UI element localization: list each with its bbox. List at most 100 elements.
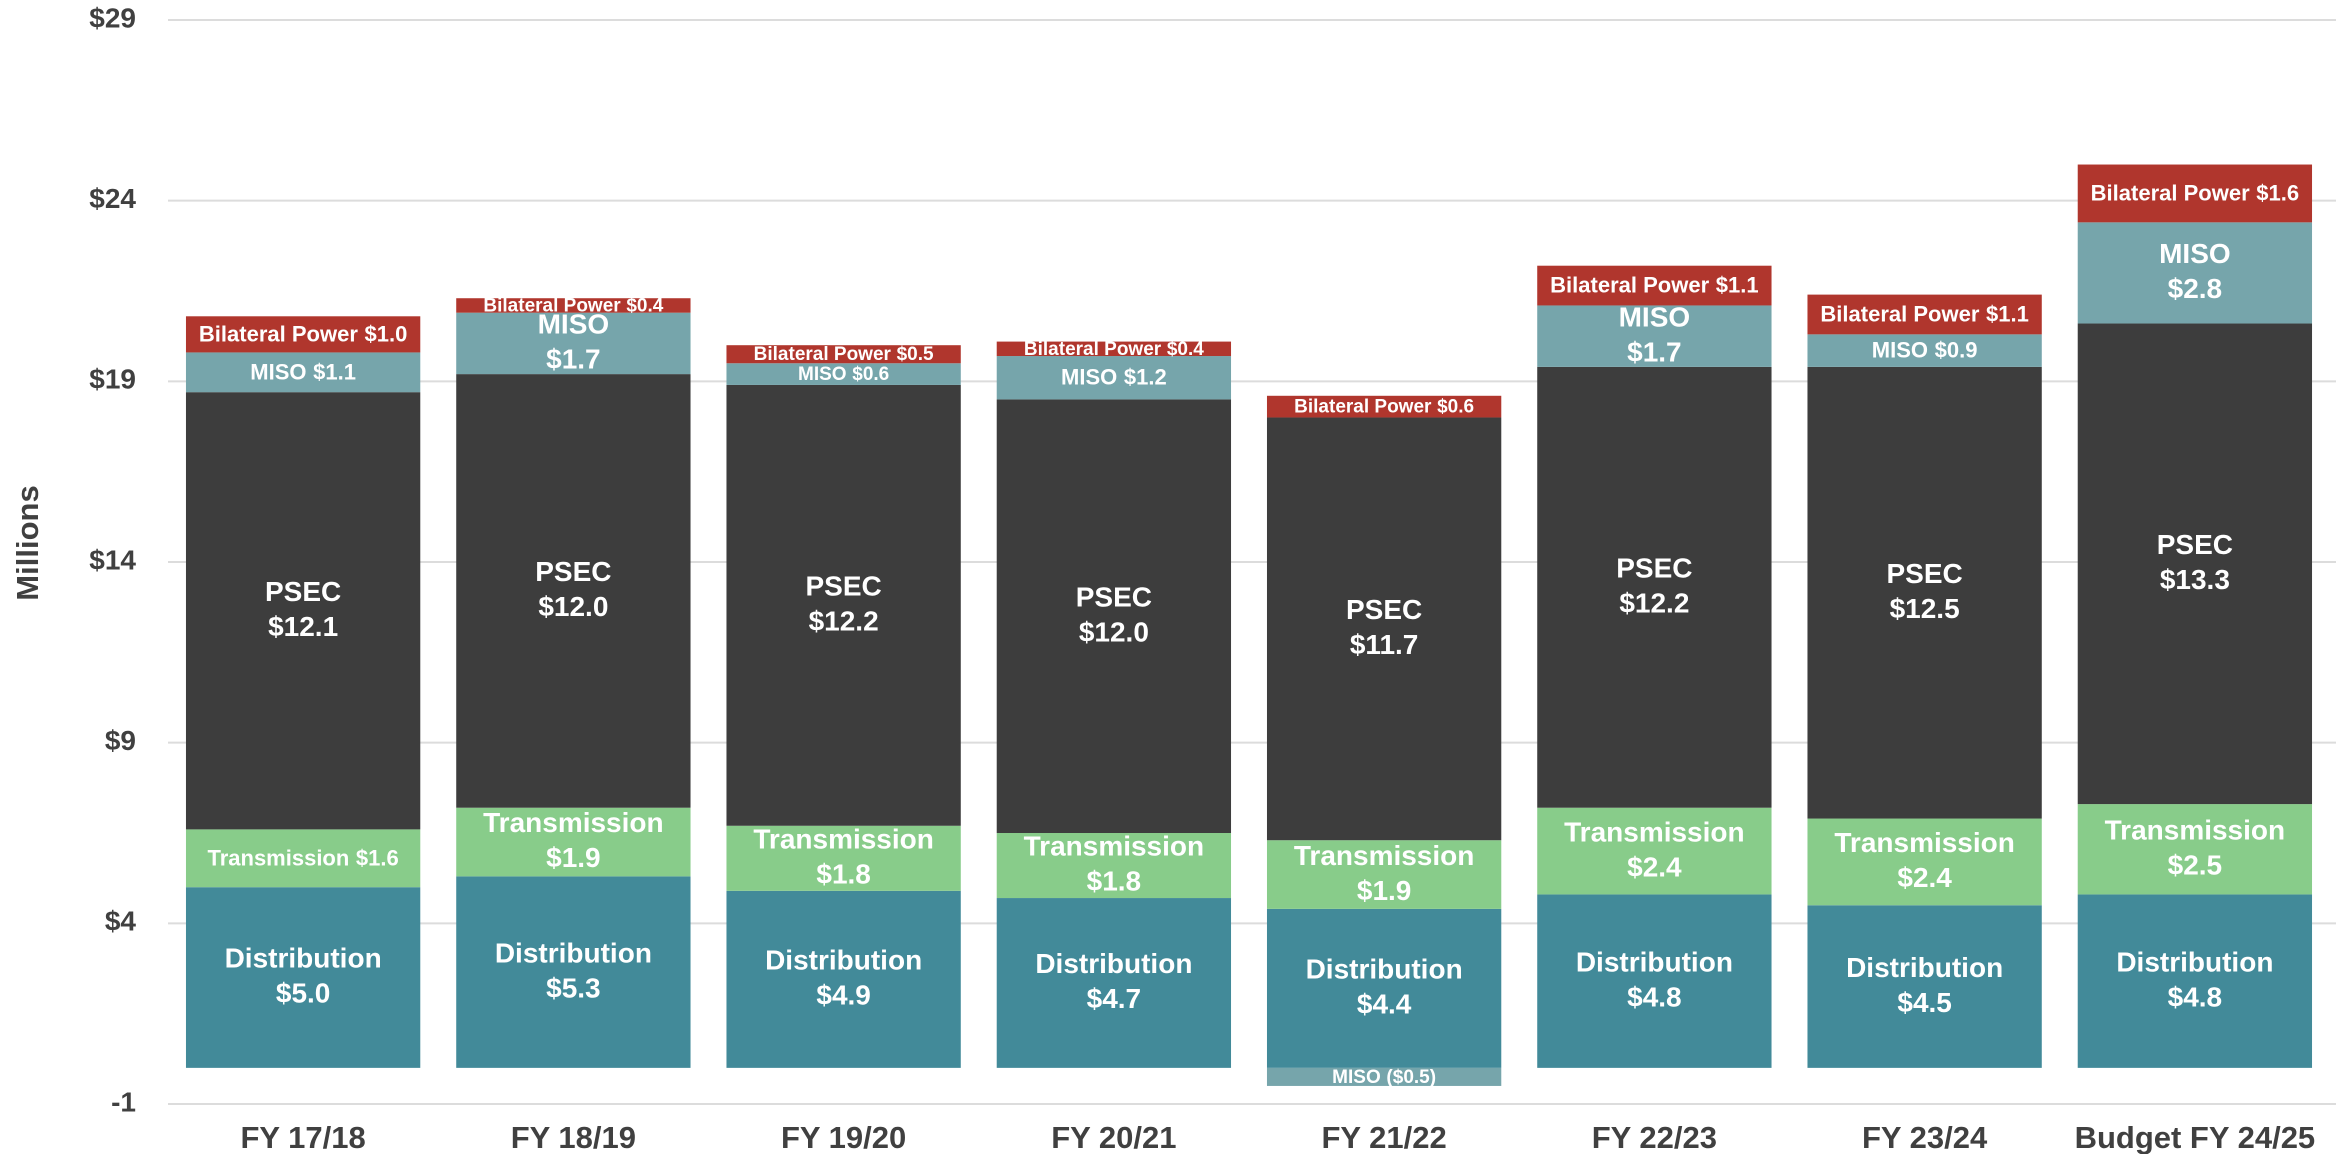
data-label: MISO $1.7: [1619, 302, 1691, 368]
data-label: Distribution $4.5: [1846, 952, 2003, 1018]
data-label: Bilateral Power $1.6: [2091, 180, 2299, 205]
data-label: PSEC $12.2: [806, 571, 882, 637]
data-label-value: $0.4: [1167, 339, 1204, 360]
x-tick-label: FY 21/22: [1322, 1120, 1447, 1154]
y-tick-label: $9: [105, 725, 136, 756]
bar-segment: [456, 807, 691, 877]
bar-segment: [2077, 222, 2313, 324]
data-label: Distribution $4.7: [1035, 949, 1192, 1015]
data-label-value: $4.8: [1627, 982, 1682, 1013]
y-tick-label: $19: [89, 364, 136, 395]
data-label-value: $12.1: [268, 611, 338, 642]
data-label-value: $1.9: [1357, 875, 1412, 906]
data-label-name: Transmission: [2105, 815, 2286, 846]
y-tick-label: $29: [89, 2, 136, 33]
data-label-value: $1.7: [1627, 337, 1682, 368]
data-label: Bilateral Power $0.5: [754, 344, 934, 365]
data-label-name: PSEC: [2157, 529, 2233, 560]
data-label-name: Bilateral Power: [199, 321, 358, 346]
data-label-value: $1.1: [1716, 272, 1759, 297]
data-label: Transmission $1.9: [1294, 840, 1475, 906]
data-label-value: $1.8: [1087, 866, 1142, 897]
y-tick-label: $24: [89, 183, 136, 214]
data-label-name: Transmission: [483, 808, 664, 839]
data-label-name: Transmission: [753, 824, 934, 855]
data-label: Distribution $4.9: [765, 945, 922, 1011]
bar-segment: [1266, 395, 1502, 418]
bar-segment: [456, 876, 691, 1068]
data-label: Distribution $4.8: [2116, 947, 2273, 1013]
data-label-name: Distribution: [1846, 952, 2003, 983]
data-label: PSEC $12.0: [535, 556, 611, 622]
data-label-value: $12.5: [1890, 593, 1960, 624]
data-label-value: $11.7: [1350, 629, 1419, 660]
data-label: Distribution $4.4: [1306, 954, 1463, 1020]
bar-segment: [1807, 366, 2042, 819]
data-label-name: Distribution: [1035, 949, 1192, 980]
data-label-value: $4.9: [816, 980, 871, 1011]
data-label-value: $2.4: [1627, 852, 1682, 883]
data-label-value: $0.6: [852, 364, 889, 385]
data-label: PSEC $11.7: [1346, 594, 1422, 660]
data-label-value: $1.7: [546, 344, 601, 375]
bar-segment: [1537, 305, 1772, 367]
data-label: Transmission $2.4: [1564, 817, 1745, 883]
x-tick-label: FY 18/19: [511, 1120, 636, 1154]
bar-segment: [726, 345, 961, 364]
data-label-name: Distribution: [765, 945, 922, 976]
data-label-name: PSEC: [1346, 594, 1422, 625]
data-label: Bilateral Power $0.4: [483, 295, 663, 316]
bar-segment: [185, 392, 421, 830]
data-label-value: $1.0: [364, 321, 407, 346]
data-label-value: $1.6: [2256, 180, 2299, 205]
data-label-name: Distribution: [225, 943, 382, 974]
data-label-name: MISO: [798, 364, 847, 385]
bar-segment: [1266, 1067, 1502, 1086]
data-label-name: MISO: [250, 359, 306, 384]
x-tick-label: FY 19/20: [781, 1120, 906, 1154]
data-label-value: $4.5: [1897, 987, 1952, 1018]
bar-segment: [1266, 840, 1502, 909]
data-label: Distribution $4.8: [1576, 947, 1733, 1013]
data-label: PSEC $12.0: [1076, 582, 1152, 648]
data-label: PSEC $12.1: [265, 576, 341, 642]
data-label-value: $4.7: [1087, 984, 1142, 1015]
data-label-name: Distribution: [1306, 954, 1463, 985]
data-label-name: Bilateral Power: [483, 295, 621, 316]
data-label-value: $2.5: [2168, 850, 2223, 881]
bar-segment: [2077, 164, 2313, 223]
data-label-name: MISO: [1332, 1067, 1381, 1088]
data-label-name: PSEC: [1076, 582, 1152, 613]
bar-segment: [2077, 804, 2313, 895]
data-label-value: $12.0: [1079, 617, 1149, 648]
data-label-name: MISO: [538, 309, 610, 340]
data-label: MISO $2.8: [2159, 239, 2231, 305]
data-label-value: $1.1: [1986, 301, 2029, 326]
data-label-name: MISO: [2159, 239, 2231, 270]
data-label: Distribution $5.3: [495, 938, 652, 1004]
bar-segment: [726, 890, 961, 1068]
data-label: Bilateral Power $1.0: [199, 321, 407, 346]
bar-segment: [1537, 366, 1772, 808]
data-label: MISO $0.9: [1872, 337, 1978, 362]
data-label-value: $0.5: [897, 344, 934, 365]
data-label-value: ($0.5): [1386, 1067, 1436, 1088]
bar-segment: [1537, 894, 1772, 1068]
bar-segment: [726, 384, 961, 826]
data-label-value: $12.0: [538, 591, 608, 622]
bar-segment: [1807, 905, 2042, 1068]
data-label-name: Bilateral Power: [1294, 397, 1432, 418]
y-tick-label: $14: [89, 544, 136, 575]
x-tick-label: FY 22/23: [1592, 1120, 1717, 1154]
data-label-name: MISO: [1061, 365, 1117, 390]
data-label: PSEC $13.3: [2157, 529, 2233, 595]
data-label-value: $13.3: [2160, 564, 2230, 595]
data-label: Bilateral Power $0.4: [1024, 339, 1204, 360]
x-tick-label: Budget FY 24/25: [2075, 1120, 2316, 1154]
data-label-value: $12.2: [809, 606, 879, 637]
data-label-name: Bilateral Power: [2091, 180, 2250, 205]
data-label-value: $4.4: [1357, 989, 1412, 1020]
bar-segment: [726, 363, 961, 385]
bar-segment: [996, 399, 1232, 833]
